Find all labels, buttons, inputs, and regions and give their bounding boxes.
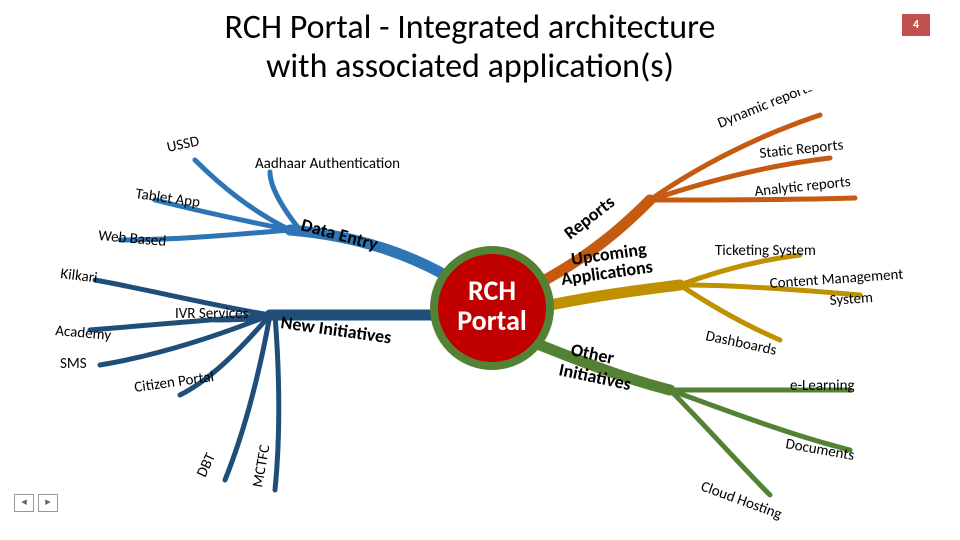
title-line-2: with associated application(s) <box>266 46 674 87</box>
label-tablet: Tablet App <box>134 185 201 212</box>
label-ticketing: Ticketing System <box>715 242 816 260</box>
label-mctfc: MCTFC <box>249 443 274 488</box>
leaf-analytic-line <box>650 198 855 200</box>
page-number-badge: 4 <box>902 14 930 36</box>
label-content1: Content Management <box>769 266 904 293</box>
page-title: RCH Portal - Integrated architecture wit… <box>100 8 840 86</box>
mindmap-diagram: RCH Portal Data Entry New Initiatives Re… <box>0 90 960 540</box>
label-data-entry: Data Entry <box>299 214 381 256</box>
label-citizen: Citizen Portal <box>133 368 215 397</box>
label-sms: SMS <box>60 355 87 373</box>
label-web: Web Based <box>98 227 167 251</box>
label-academy: Academy <box>55 322 112 345</box>
label-dbt: DBT <box>193 450 220 480</box>
center-label-2: Portal <box>457 303 527 338</box>
label-ussd: USSD <box>165 132 201 156</box>
title-line-1: RCH Portal - Integrated architecture <box>225 7 716 48</box>
leaf-mctfc-line <box>275 315 279 490</box>
label-aadhaar: Aadhaar Authentication <box>255 155 400 173</box>
label-content2: System <box>829 289 874 310</box>
label-kilkari: Kilkari <box>59 265 98 287</box>
label-elearning: e-Learning <box>790 377 855 395</box>
label-ivr: IVR Services <box>175 305 249 323</box>
label-cloud: Cloud Hosting <box>698 478 784 524</box>
label-dynamic: Dynamic reports <box>715 90 815 133</box>
